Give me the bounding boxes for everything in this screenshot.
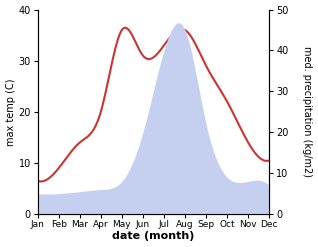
Y-axis label: max temp (C): max temp (C) xyxy=(5,78,16,145)
Y-axis label: med. precipitation (kg/m2): med. precipitation (kg/m2) xyxy=(302,46,313,177)
X-axis label: date (month): date (month) xyxy=(112,231,195,242)
